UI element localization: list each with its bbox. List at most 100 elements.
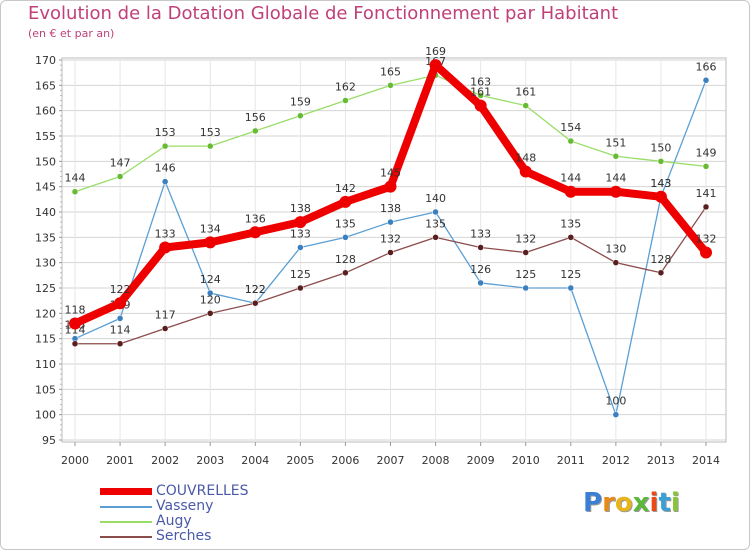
data-point (657, 269, 665, 277)
data-label: 162 (335, 81, 356, 94)
data-point (387, 249, 394, 256)
data-label: 125 (560, 268, 581, 281)
legend: COUVRELLES Vasseny Augy Serches (100, 484, 300, 544)
x-tick-label: 2005 (286, 454, 314, 467)
data-point (477, 244, 484, 251)
data-point (567, 284, 575, 292)
data-label: 161 (470, 86, 491, 99)
data-point (477, 92, 484, 99)
plot-area (61, 57, 727, 443)
y-tick-label: 115 (35, 333, 56, 346)
data-label: 126 (470, 263, 491, 276)
data-label: 144 (560, 172, 581, 185)
x-tick-label: 2009 (467, 454, 495, 467)
y-tick-label: 135 (35, 231, 56, 244)
data-label: 134 (200, 222, 221, 235)
x-tick-label: 2008 (422, 454, 450, 467)
y-tick-label: 155 (35, 130, 56, 143)
data-point (657, 158, 665, 165)
data-point (384, 180, 397, 193)
data-point (702, 163, 710, 170)
legend-swatch (100, 521, 152, 523)
data-label: 148 (515, 151, 536, 164)
logo-letter: o (614, 488, 633, 518)
data-point (297, 244, 304, 251)
data-label: 128 (650, 253, 671, 266)
data-point (387, 218, 394, 226)
data-point (654, 190, 667, 203)
data-label: 135 (335, 217, 356, 230)
data-point (249, 226, 262, 239)
data-label: 132 (515, 233, 536, 246)
y-tick-label: 100 (35, 409, 56, 422)
y-tick-label: 150 (35, 155, 56, 168)
data-label: 132 (696, 233, 717, 246)
data-point (161, 178, 169, 185)
data-label: 133 (290, 227, 311, 240)
data-label: 153 (155, 126, 176, 139)
x-tick-label: 2003 (196, 454, 224, 467)
data-label: 122 (245, 283, 266, 296)
data-label: 141 (696, 187, 717, 200)
legend-swatch (100, 488, 152, 495)
x-tick-label: 2012 (602, 454, 630, 467)
data-label: 144 (65, 172, 86, 185)
data-label: 143 (650, 177, 671, 190)
data-label: 133 (155, 227, 176, 240)
data-label: 151 (605, 136, 626, 149)
data-label: 150 (650, 141, 671, 154)
legend-label: Serches (156, 528, 212, 544)
data-point (342, 97, 349, 104)
data-label: 122 (110, 283, 131, 296)
x-tick-label: 2010 (512, 454, 540, 467)
data-point (612, 259, 620, 266)
data-point (522, 249, 529, 256)
data-point (700, 246, 712, 259)
x-tick-label: 2011 (557, 454, 585, 467)
data-label: 118 (65, 303, 86, 316)
legend-swatch (100, 506, 152, 508)
chart-title: Evolution de la Dotation Globale de Fonc… (28, 3, 619, 24)
logo-letter: r (602, 488, 615, 518)
legend-label: COUVRELLES (156, 483, 249, 499)
proxiti-logo: Proxiti (583, 488, 680, 518)
data-point (519, 165, 532, 178)
data-label: 114 (65, 324, 86, 337)
data-label: 161 (515, 86, 536, 99)
data-label: 154 (560, 121, 581, 134)
data-point (206, 310, 214, 317)
data-point (567, 137, 575, 145)
legend-item-augy: Augy (100, 514, 300, 529)
data-label: 165 (380, 65, 401, 78)
data-label: 156 (245, 111, 266, 124)
x-tick-label: 2000 (61, 454, 89, 467)
logo-letter: t (658, 488, 671, 518)
y-tick-label: 170 (35, 54, 56, 67)
logo-letter: i (649, 488, 659, 518)
data-label: 133 (470, 227, 491, 240)
data-label: 169 (425, 45, 446, 58)
y-tick-label: 105 (35, 383, 56, 396)
y-tick-label: 160 (35, 105, 56, 118)
data-point (342, 269, 349, 277)
legend-item-serches: Serches (100, 529, 300, 544)
data-point (522, 102, 529, 109)
data-point (432, 234, 439, 241)
logo-letter: P (583, 488, 603, 518)
x-tick-label: 2001 (106, 454, 134, 467)
data-point (71, 188, 79, 195)
y-tick-label: 130 (35, 257, 56, 270)
data-point (429, 59, 442, 72)
data-point (474, 99, 487, 112)
data-label: 163 (470, 75, 491, 88)
data-point (161, 142, 169, 150)
data-point (116, 340, 124, 347)
data-label: 138 (380, 202, 401, 215)
y-tick-label: 95 (42, 434, 56, 447)
data-label: 146 (155, 162, 176, 175)
data-point (342, 234, 349, 241)
data-point (522, 284, 529, 292)
data-label: 124 (200, 273, 221, 286)
data-label: 145 (380, 167, 401, 180)
